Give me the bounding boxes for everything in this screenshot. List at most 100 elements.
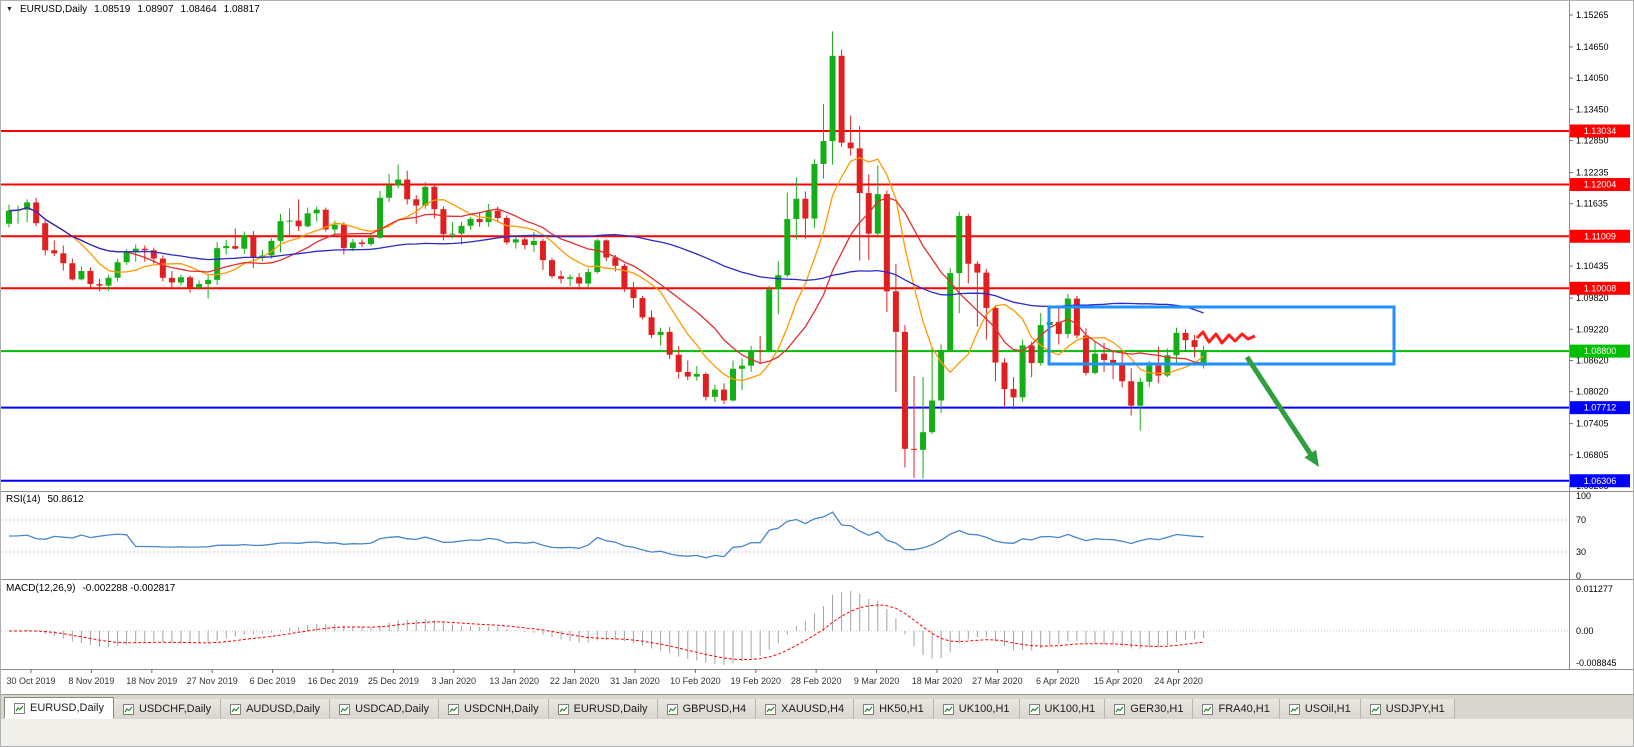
candle-body	[757, 350, 764, 352]
tab-uk100-h1[interactable]: UK100,H1	[933, 699, 1020, 719]
chart-icon	[863, 703, 875, 715]
date-tick-label: 16 Dec 2019	[307, 676, 358, 686]
price-level-badge	[1570, 124, 1630, 138]
price-level-badge	[1570, 344, 1630, 358]
date-axis[interactable]: 30 Oct 2019 8 Nov 2019 18 Nov 2019 27 Nov 2…	[6, 669, 1203, 686]
candle-body	[431, 186, 438, 210]
tab-label: EURUSD,Daily	[573, 703, 648, 715]
candle-body	[1200, 350, 1207, 366]
price-tick-label: 1.11635	[1576, 199, 1608, 209]
candle-body	[132, 248, 139, 253]
price-tick-label: 1.10435	[1576, 261, 1609, 271]
candle-body	[702, 373, 709, 397]
candle-body	[639, 298, 646, 318]
chart-icon	[1369, 703, 1381, 715]
candle-body	[856, 148, 863, 194]
tab-ger30-h1[interactable]: GER30,H1	[1105, 699, 1194, 719]
candle-body	[196, 284, 203, 288]
date-tick-label: 6 Dec 2019	[250, 676, 296, 686]
candle-body	[1010, 389, 1017, 398]
chart-window: 100 70 30 0 0.011277 0.00 -0.008845 1.15265 1.14…	[1, 1, 1634, 694]
price-level-badge	[1570, 401, 1630, 415]
down-trend-arrow-head[interactable]	[1304, 449, 1319, 467]
tab-label: USDCAD,Daily	[355, 703, 430, 715]
price-tick-label: 1.08620	[1576, 355, 1609, 365]
tab-usdjpy-h1[interactable]: USDJPY,H1	[1360, 699, 1455, 719]
tab-fra40-h1[interactable]: FRA40,H1	[1193, 699, 1280, 719]
candle-body	[829, 55, 836, 142]
chart-icon	[1288, 703, 1300, 715]
candle-body	[105, 277, 112, 286]
candle-body	[1173, 332, 1180, 356]
candle-body	[96, 284, 103, 286]
macd-scale-label: 0.00	[1576, 626, 1594, 636]
tab-label: USDCNH,Daily	[464, 703, 539, 715]
candle-body	[277, 221, 284, 241]
candle-body	[295, 220, 302, 227]
candle-body	[657, 331, 664, 335]
price-tick-label: 1.09220	[1576, 324, 1609, 334]
zigzag-annotation[interactable]	[1195, 330, 1256, 345]
tab-xauusd-h4[interactable]: XAUUSD,H4	[756, 699, 855, 719]
chart-icon	[230, 703, 242, 715]
rsi-scale-label: 70	[1576, 515, 1586, 525]
macd-signal-line	[9, 604, 1204, 661]
tab-usdcad-daily[interactable]: USDCAD,Daily	[330, 699, 440, 719]
price-tick-label: 1.06805	[1576, 450, 1609, 460]
candle-body	[947, 273, 954, 351]
candle-body	[1001, 362, 1008, 390]
tab-usoil-h1[interactable]: USOil,H1	[1279, 699, 1361, 719]
chart-icon	[448, 703, 460, 715]
date-tick-label: 15 Apr 2020	[1094, 676, 1143, 686]
pane-separators	[1, 1, 1633, 670]
market-tab-bar: EURUSD,Daily USDCHF,Daily AUDUSD,Daily USDC…	[1, 694, 1633, 719]
consolidation-box[interactable]	[1047, 305, 1396, 366]
date-tick-label: 6 Apr 2020	[1036, 676, 1080, 686]
candle-body	[748, 350, 755, 366]
candle-body	[802, 198, 809, 219]
candle-body	[648, 317, 655, 335]
tab-usdcnh-daily[interactable]: USDCNH,Daily	[439, 699, 549, 719]
candle-body	[458, 225, 465, 234]
candle-body	[241, 235, 248, 249]
candle-body	[911, 448, 917, 450]
candle-body	[576, 277, 583, 284]
date-tick-label: 19 Feb 2020	[731, 676, 782, 686]
candle-body	[422, 186, 429, 206]
date-tick-label: 22 Jan 2020	[550, 676, 600, 686]
candle-body	[440, 209, 447, 235]
candle-body	[1128, 381, 1135, 406]
macd-pane[interactable]: 0.011277 0.00 -0.008845	[1, 584, 1617, 668]
candle-body	[214, 248, 221, 280]
candle-body	[1191, 340, 1198, 347]
rsi-pane[interactable]: 100 70 30 0	[1, 491, 1591, 581]
candle-body	[386, 185, 393, 198]
down-trend-arrow-shaft[interactable]	[1244, 355, 1313, 455]
price-chart[interactable]: 100 70 30 0 0.011277 0.00 -0.008845 1.15265 1.14…	[1, 1, 1634, 694]
tab-eurusd-daily[interactable]: EURUSD,Daily	[4, 697, 114, 719]
candle-body	[530, 240, 537, 246]
candle-body	[485, 210, 492, 223]
chart-icon	[666, 703, 678, 715]
candle-body	[467, 219, 474, 226]
tab-uk100-h1[interactable]: UK100,H1	[1019, 699, 1106, 719]
date-tick-label: 18 Nov 2019	[126, 676, 177, 686]
candle-body	[847, 142, 854, 149]
price-tick-label: 1.08020	[1576, 387, 1609, 397]
candles[interactable]	[6, 31, 1207, 479]
tab-audusd-daily[interactable]: AUDUSD,Daily	[221, 699, 331, 719]
price-axis[interactable]: 1.15265 1.14650 1.14050 1.13450 1.12850 1.122…	[1569, 10, 1630, 491]
candle-body	[1082, 335, 1089, 373]
date-tick-label: 30 Oct 2019	[6, 676, 55, 686]
price-level-badge-label: 1.13034	[1584, 126, 1617, 136]
candle-body	[1073, 298, 1080, 336]
tab-eurusd-daily[interactable]: EURUSD,Daily	[548, 699, 658, 719]
tab-gbpusd-h4[interactable]: GBPUSD,H4	[657, 699, 757, 719]
candle-body	[232, 246, 239, 249]
chart-background	[1, 1, 1633, 694]
tab-hk50-h1[interactable]: HK50,H1	[854, 699, 934, 719]
candle-body	[87, 271, 94, 285]
candle-body	[892, 291, 899, 332]
tab-usdchf-daily[interactable]: USDCHF,Daily	[113, 699, 222, 719]
candle-body	[1146, 365, 1153, 382]
